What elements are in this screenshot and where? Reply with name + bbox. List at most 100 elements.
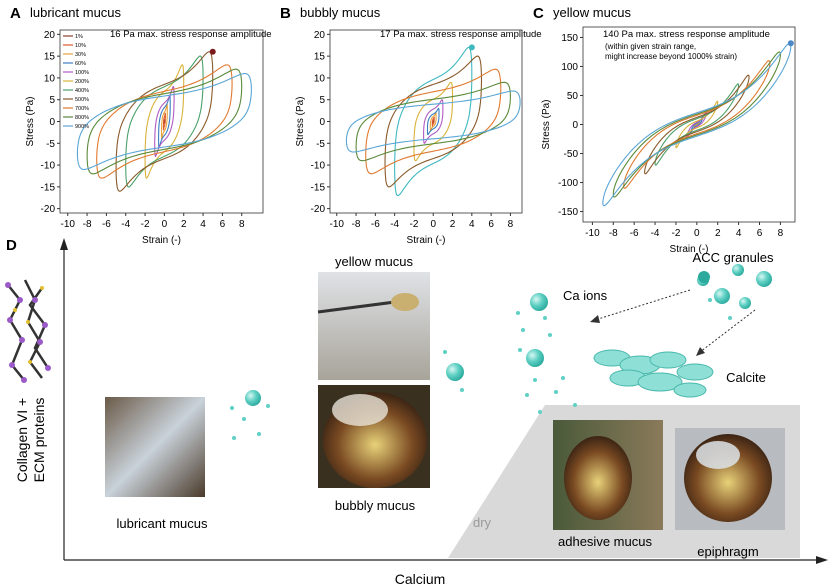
x-tick-label: -8 [609, 228, 618, 239]
y-tick-label: -150 [558, 207, 578, 218]
x-axis-label: Strain (-) [142, 235, 181, 246]
label: bubbly mucus [335, 498, 416, 513]
annotation: 140 Pa max. stress response amplitude [603, 29, 770, 40]
particle [728, 316, 732, 320]
particle [538, 410, 542, 414]
y-tick-label: 10 [44, 73, 56, 84]
particle [530, 293, 548, 311]
particle [245, 390, 261, 406]
y-tick-label: -50 [564, 149, 579, 160]
particle [561, 376, 565, 380]
x-tick-label: -10 [330, 219, 345, 230]
y-axis-label: Stress (Pa) [25, 96, 36, 146]
x-tick-label: -2 [141, 219, 150, 230]
x-tick-label: 8 [239, 219, 245, 230]
y-axis-label: Stress (Pa) [295, 96, 306, 146]
loop [431, 116, 435, 128]
y-tick-label: 0 [49, 117, 55, 128]
particle [533, 378, 537, 382]
arrow [60, 238, 68, 250]
protein-icon [5, 279, 51, 383]
loop [429, 112, 437, 131]
y-axis-label: Stress (Pa) [541, 99, 552, 149]
loop [384, 55, 483, 188]
y-tick-label: -5 [46, 139, 55, 150]
y-tick-label: -100 [558, 178, 578, 189]
calcite-crystals [593, 349, 714, 398]
legend-label: 30% [75, 52, 86, 58]
label: yellow mucus [335, 254, 414, 269]
loop [144, 64, 185, 179]
loop [355, 81, 511, 162]
panel-title: bubbly mucus [300, 5, 381, 20]
arrow [590, 315, 600, 323]
x-tick-label: 4 [736, 228, 742, 239]
legend-label: 500% [75, 97, 89, 103]
photo-detail [564, 436, 632, 520]
loop [154, 86, 175, 157]
x-tick-label: 8 [778, 228, 784, 239]
y-tick-label: 50 [567, 91, 579, 102]
legend-label: 10% [75, 43, 86, 49]
y-tick-label: 5 [49, 95, 55, 106]
x-tick-label: 0 [430, 219, 436, 230]
annotation: (within given strain range, [605, 42, 696, 51]
x-axis-label: Strain (-) [670, 244, 709, 255]
x-tick-label: 2 [450, 219, 456, 230]
label: Ca ions [563, 288, 608, 303]
y-tick-label: 15 [44, 52, 56, 63]
y-tick-label: -5 [316, 139, 325, 150]
particle [518, 348, 522, 352]
loop [160, 103, 168, 140]
x-tick-label: 0 [694, 228, 700, 239]
legend-label: 700% [75, 106, 89, 112]
particle [548, 333, 552, 337]
arrow [594, 289, 691, 321]
x-axis-label: Calcium [395, 571, 446, 587]
x-tick-label: -8 [352, 219, 361, 230]
y-tick-label: 15 [314, 52, 326, 63]
label: Calcite [726, 370, 766, 385]
x-tick-label: -2 [409, 219, 418, 230]
x-axis-label: Strain (-) [407, 235, 446, 246]
x-tick-label: -4 [390, 219, 399, 230]
x-tick-label: 6 [220, 219, 226, 230]
legend-label: 400% [75, 88, 89, 94]
legend-label: 100% [75, 70, 89, 76]
particle [266, 404, 270, 408]
label: epiphragm [697, 544, 758, 559]
panel-letter: A [10, 5, 21, 22]
x-tick-label: -10 [61, 219, 76, 230]
x-tick-label: 6 [757, 228, 763, 239]
particle [232, 436, 236, 440]
loop [423, 99, 444, 144]
particle [756, 271, 772, 287]
photo [105, 397, 205, 497]
photo [318, 272, 430, 380]
peak-marker [468, 44, 475, 51]
y-tick-label: 20 [44, 30, 56, 41]
photo-detail [332, 394, 388, 426]
x-tick-label: -4 [651, 228, 660, 239]
particle [554, 390, 558, 394]
y-tick-label: 0 [319, 117, 325, 128]
annotation: 17 Pa max. stress response amplitude [380, 29, 542, 40]
photo-detail [317, 300, 396, 314]
particle [460, 388, 464, 392]
label: adhesive mucus [558, 534, 652, 549]
particle [526, 349, 544, 367]
photo-detail [696, 441, 740, 469]
y-tick-label: 100 [561, 62, 578, 73]
x-tick-label: -6 [102, 219, 111, 230]
y-tick-label: -15 [41, 182, 56, 193]
annotation: 16 Pa max. stress response amplitude [110, 29, 272, 40]
y-axis-label: ECM proteins [31, 398, 47, 483]
x-tick-label: 2 [181, 219, 187, 230]
loop [345, 90, 521, 153]
particle [521, 328, 525, 332]
label: ACC granules [693, 250, 774, 265]
arrow [699, 309, 756, 353]
arrow [816, 556, 828, 564]
particle [230, 406, 234, 410]
